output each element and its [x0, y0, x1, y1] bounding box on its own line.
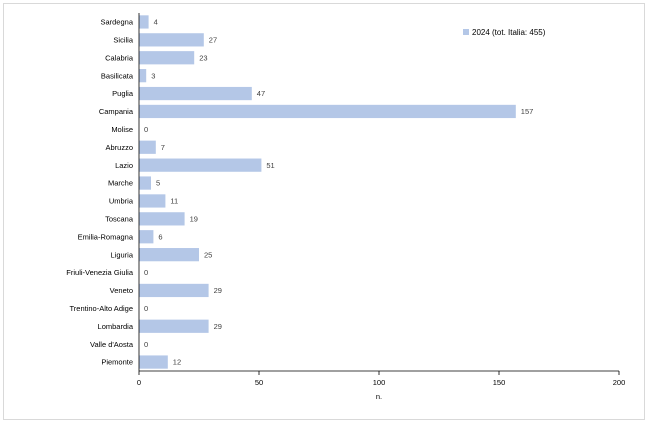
bar-liguria: [139, 248, 199, 262]
category-label-abruzzo: Abruzzo: [105, 143, 133, 152]
bar-sardegna: [139, 15, 149, 29]
axes-layer: 0 50 100 150 200: [137, 13, 625, 387]
bar-piemonte: [139, 355, 168, 369]
x-tick-label-50: 50: [255, 378, 263, 387]
bar-basilicata: [139, 69, 147, 83]
legend: 2024 (tot. Italia: 455): [463, 28, 546, 37]
value-label-sicilia: 27: [209, 35, 217, 44]
bar-sicilia: [139, 33, 204, 47]
category-label-liguria: Liguria: [110, 250, 133, 259]
x-axis-title: n.: [376, 392, 382, 401]
value-label-valle-d-aosta: 0: [144, 340, 148, 349]
value-label-piemonte: 12: [173, 358, 181, 367]
value-label-toscana: 19: [190, 214, 198, 223]
bar-puglia: [139, 86, 252, 101]
category-label-sardegna: Sardegna: [100, 18, 133, 27]
category-label-lazio: Lazio: [115, 161, 133, 170]
value-label-veneto: 29: [214, 286, 222, 295]
category-label-valle-d-aosta: Valle d'Aosta: [90, 340, 134, 349]
x-tick-label-100: 100: [373, 378, 386, 387]
category-label-veneto: Veneto: [110, 286, 133, 295]
bar-campania: [139, 104, 516, 119]
category-label-friuli-venezia-giulia: Friuli-Venezia Giulia: [66, 268, 134, 277]
category-label-umbria: Umbria: [109, 197, 134, 206]
bar-calabria: [139, 51, 195, 65]
bar-veneto: [139, 283, 209, 298]
category-label-molise: Molise: [111, 125, 133, 134]
chart-frame: [3, 3, 645, 420]
x-tick-label-150: 150: [493, 378, 506, 387]
legend-swatch: [463, 29, 469, 35]
category-label-trentino-alto-adige: Trentino-Alto Adige: [69, 304, 133, 313]
bars-layer: [139, 15, 516, 369]
category-label-campania: Campania: [99, 107, 134, 116]
category-labels: Sardegna Sicilia Calabria Basilicata Puglia C…: [66, 18, 134, 367]
value-label-liguria: 25: [204, 250, 212, 259]
value-label-trentino-alto-adige: 0: [144, 304, 148, 313]
value-label-marche: 5: [156, 179, 160, 188]
bar-toscana: [139, 212, 185, 226]
category-label-emilia-romagna: Emilia-Romagna: [78, 232, 134, 241]
x-tick-label-200: 200: [613, 378, 626, 387]
value-label-friuli-venezia-giulia: 0: [144, 268, 148, 277]
bar-abruzzo: [139, 140, 156, 154]
bar-emilia-romagna: [139, 230, 154, 244]
value-label-basilicata: 3: [151, 71, 155, 80]
category-label-piemonte: Piemonte: [101, 358, 133, 367]
value-label-lombardia: 29: [214, 322, 222, 331]
legend-label: 2024 (tot. Italia: 455): [472, 28, 546, 37]
x-tick-label-0: 0: [137, 378, 141, 387]
value-label-lazio: 51: [266, 161, 274, 170]
value-label-umbria: 11: [170, 197, 178, 206]
value-label-abruzzo: 7: [161, 143, 165, 152]
value-label-sardegna: 4: [154, 18, 158, 27]
value-label-molise: 0: [144, 125, 148, 134]
category-label-puglia: Puglia: [112, 89, 134, 98]
value-label-calabria: 23: [199, 53, 207, 62]
value-label-campania: 157: [521, 107, 534, 116]
category-label-marche: Marche: [108, 179, 133, 188]
category-label-toscana: Toscana: [105, 214, 134, 223]
category-label-calabria: Calabria: [105, 53, 134, 62]
value-label-puglia: 47: [257, 89, 265, 98]
category-label-sicilia: Sicilia: [113, 35, 133, 44]
bar-umbria: [139, 194, 166, 208]
category-label-lombardia: Lombardia: [98, 322, 134, 331]
bar-lazio: [139, 158, 262, 172]
bar-marche: [139, 176, 151, 190]
bar-lombardia: [139, 319, 209, 333]
category-label-basilicata: Basilicata: [101, 71, 134, 80]
value-label-emilia-romagna: 6: [158, 232, 162, 241]
